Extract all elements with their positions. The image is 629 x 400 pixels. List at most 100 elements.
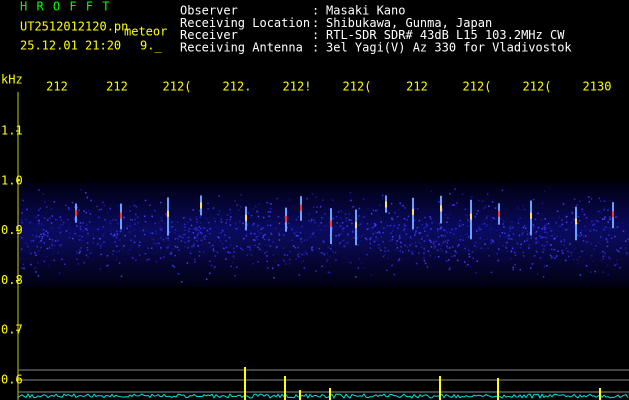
noise-dot	[346, 234, 348, 236]
info-separator: :	[312, 16, 319, 30]
noise-dot	[545, 236, 547, 239]
noise-dot	[486, 215, 489, 217]
noise-dot	[391, 229, 394, 232]
noise-dot	[455, 227, 457, 230]
noise-dot	[531, 263, 534, 265]
noise-dot	[160, 225, 162, 227]
noise-dot	[257, 261, 259, 263]
noise-dot	[504, 245, 507, 247]
noise-dot	[208, 242, 211, 244]
noise-dot	[86, 196, 89, 199]
noise-dot	[550, 248, 553, 251]
noise-dot	[491, 217, 493, 220]
noise-dot	[429, 255, 432, 257]
noise-dot	[81, 235, 83, 238]
noise-dot	[383, 227, 386, 229]
noise-dot	[257, 246, 259, 249]
noise-dot	[268, 215, 270, 217]
noise-dot	[88, 209, 90, 212]
noise-dot	[167, 239, 170, 241]
noise-dot	[472, 257, 474, 259]
noise-dot	[114, 234, 116, 237]
noise-dot	[358, 207, 361, 210]
noise-dot	[358, 215, 360, 217]
noise-dot	[457, 245, 459, 248]
noise-dot	[257, 230, 259, 232]
noise-dot	[80, 247, 82, 249]
noise-dot	[197, 232, 200, 235]
noise-dot	[476, 230, 478, 232]
noise-dot	[553, 248, 556, 251]
noise-dot	[49, 207, 52, 209]
noise-dot	[36, 229, 38, 231]
noise-dot	[454, 255, 456, 257]
noise-dot	[35, 216, 38, 218]
noise-dot	[588, 201, 590, 203]
noise-dot	[517, 206, 519, 209]
noise-dot	[589, 223, 591, 226]
noise-dot	[258, 243, 261, 245]
noise-dot	[476, 247, 478, 249]
time-label: 212	[406, 80, 428, 94]
noise-dot	[269, 211, 272, 213]
noise-dot	[148, 258, 150, 261]
noise-dot	[554, 237, 556, 239]
noise-dot	[169, 252, 171, 255]
noise-dot	[334, 225, 336, 228]
noise-dot	[179, 235, 182, 238]
noise-dot	[103, 204, 106, 207]
noise-dot	[86, 249, 89, 251]
noise-dot	[315, 196, 317, 198]
noise-dot	[128, 231, 131, 233]
meteor-core	[120, 212, 122, 219]
noise-dot	[391, 217, 393, 219]
noise-dot	[382, 241, 384, 243]
noise-dot	[381, 194, 384, 197]
noise-dot	[113, 233, 116, 236]
noise-dot	[363, 216, 365, 218]
noise-dot	[559, 235, 562, 238]
noise-dot	[488, 205, 490, 207]
noise-dot	[426, 234, 429, 237]
noise-dot	[138, 244, 141, 247]
noise-dot	[188, 228, 191, 230]
noise-dot	[468, 249, 470, 252]
noise-dot	[424, 230, 426, 232]
noise-dot	[626, 252, 628, 254]
noise-dot	[160, 247, 162, 249]
noise-dot	[378, 231, 380, 233]
noise-dot	[220, 218, 222, 221]
noise-dot	[311, 193, 314, 195]
noise-dot	[359, 223, 362, 225]
noise-dot	[406, 245, 409, 248]
noise-dot	[537, 241, 539, 244]
noise-dot	[627, 238, 629, 241]
noise-dot	[602, 255, 604, 258]
noise-dot	[392, 229, 394, 231]
meteor-core	[300, 204, 302, 211]
noise-dot	[204, 235, 207, 237]
noise-dot	[595, 245, 597, 247]
noise-dot	[440, 244, 442, 246]
noise-dot	[438, 222, 441, 225]
noise-dot	[506, 235, 508, 238]
noise-dot	[382, 231, 384, 234]
noise-dot	[21, 221, 24, 224]
noise-dot	[219, 240, 222, 242]
noise-dot	[619, 266, 621, 269]
noise-dot	[130, 239, 132, 242]
noise-dot	[504, 232, 506, 235]
noise-dot	[89, 213, 91, 215]
noise-dot	[510, 250, 513, 252]
noise-dot	[590, 243, 593, 245]
noise-dot	[44, 234, 46, 236]
noise-dot	[300, 240, 302, 242]
noise-dot	[214, 220, 216, 223]
noise-dot	[155, 243, 158, 245]
noise-dot	[563, 244, 565, 246]
noise-dot	[585, 217, 588, 219]
noise-dot	[399, 202, 401, 204]
noise-dot	[250, 254, 253, 256]
noise-dot	[576, 204, 578, 206]
noise-dot	[335, 215, 338, 218]
